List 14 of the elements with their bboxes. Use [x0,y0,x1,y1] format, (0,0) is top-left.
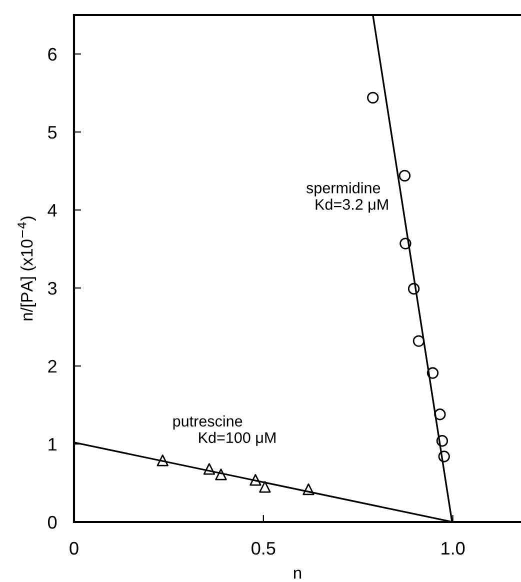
x-tick-label: 1.0 [442,542,465,555]
y-axis-title: n/[PA] (x10$^{−4}$) [18,216,36,320]
y-tick-label: 4 [48,204,57,217]
y-tick-label: 6 [48,48,57,61]
y-tick-label: 0 [48,516,57,529]
x-tick-label: 0 [70,542,78,555]
x-axis-title: n [294,570,302,579]
x-tick-label: 0.5 [252,542,276,555]
y-tick-label: 5 [48,126,57,139]
y-tick-label: 1 [48,438,56,451]
annotation: spermidine Kd=3.2 μM [306,182,388,213]
y-tick-label: 3 [48,282,57,295]
annotation: putrescine Kd=100 μM [173,415,276,446]
y-tick-label: 2 [48,360,56,373]
